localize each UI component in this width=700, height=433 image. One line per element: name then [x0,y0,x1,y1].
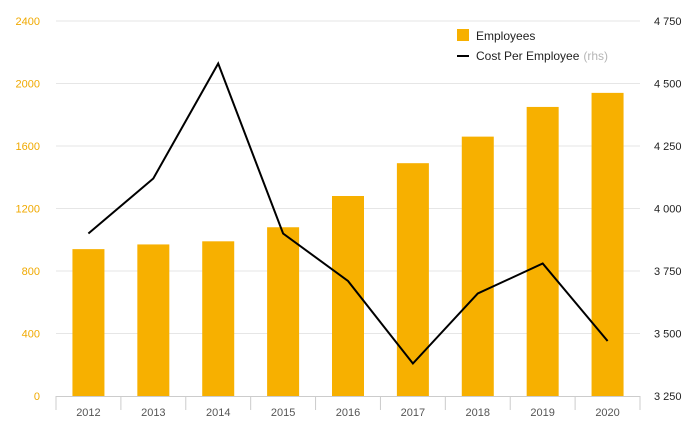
bar-2013 [137,244,170,396]
right-tick-label: 4 750 [654,16,682,28]
x-tick-label: 2020 [595,407,619,419]
bar-2019 [526,106,559,396]
left-tick-label: 1200 [16,204,40,216]
x-tick-label: 2012 [76,407,100,419]
bar-2020 [591,92,624,396]
cost-per-employee-line [87,61,609,366]
x-tick-label: 2013 [141,407,165,419]
legend-swatch-employees [457,29,469,41]
legend-label-cost-suffix: (rhs) [583,49,608,63]
employees-bars [72,92,624,396]
x-tick-label: 2015 [271,407,295,419]
right-tick-label: 3 500 [654,329,682,341]
left-tick-label: 1600 [16,141,40,153]
bar-2014 [202,241,235,396]
left-y-axis: 0 400 800 1200 1600 2000 2400 [16,16,40,403]
bar-2012 [72,249,105,396]
right-tick-label: 4 500 [654,79,682,91]
right-y-axis: 3 250 3 500 3 750 4 000 4 250 4 500 4 750 [654,16,682,403]
legend: Employees Cost Per Employee (rhs) [457,29,608,63]
x-tick-label: 2018 [466,407,490,419]
bar-2017 [396,163,429,396]
x-tick-label: 2014 [206,407,230,419]
legend-label-cost-per-employee: Cost Per Employee (rhs) [476,49,608,63]
x-axis-ticks: 2012 2013 2014 2015 2016 2017 2018 2019 2020 [55,396,641,419]
right-tick-label: 4 000 [654,204,682,216]
x-tick-label: 2019 [530,407,554,419]
right-tick-label: 3 750 [654,266,682,278]
x-tick-label: 2017 [401,407,425,419]
left-tick-label: 0 [34,391,40,403]
right-tick-label: 4 250 [654,141,682,153]
right-tick-label: 3 250 [654,391,682,403]
left-tick-label: 2000 [16,79,40,91]
x-tick-label: 2016 [336,407,360,419]
bar-2015 [267,227,300,396]
legend-label-cost-name: Cost Per Employee [476,49,580,63]
left-tick-label: 800 [22,266,40,278]
legend-label-employees: Employees [476,29,535,43]
left-tick-label: 2400 [16,16,40,28]
bar-2018 [461,136,494,396]
left-tick-label: 400 [22,329,40,341]
